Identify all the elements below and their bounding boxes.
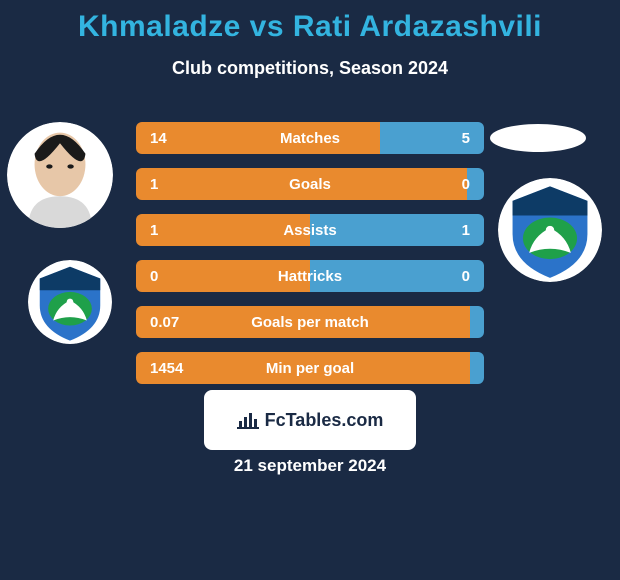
watermark: FcTables.com (204, 390, 416, 450)
player-left-avatar (7, 122, 113, 228)
subtitle: Club competitions, Season 2024 (0, 58, 620, 79)
stat-left-value: 1 (136, 214, 310, 246)
stat-row: 0.07Goals per match (136, 306, 484, 338)
stat-left-value: 1454 (136, 352, 470, 384)
comparison-card: Khmaladze vs Rati Ardazashvili Club comp… (0, 0, 620, 580)
date: 21 september 2024 (0, 456, 620, 476)
stat-right-value: 0 (467, 168, 484, 200)
stat-row: 1454Min per goal (136, 352, 484, 384)
watermark-text: FcTables.com (265, 410, 384, 431)
stat-right-value: 1 (310, 214, 484, 246)
chart-icon (237, 411, 259, 429)
stat-row: 00Hattricks (136, 260, 484, 292)
opponent-ellipse (490, 124, 586, 152)
stat-row: 145Matches (136, 122, 484, 154)
crest-left (28, 260, 112, 344)
stat-left-value: 1 (136, 168, 467, 200)
crest-right (498, 178, 602, 282)
stat-left-value: 0 (136, 260, 310, 292)
stat-row: 11Assists (136, 214, 484, 246)
stat-left-value: 14 (136, 122, 380, 154)
stat-right-value: 5 (380, 122, 484, 154)
stat-right-value: 0 (310, 260, 484, 292)
title: Khmaladze vs Rati Ardazashvili (0, 0, 620, 44)
stat-right-value (470, 306, 484, 338)
stat-right-value (470, 352, 484, 384)
stat-left-value: 0.07 (136, 306, 470, 338)
stat-row: 10Goals (136, 168, 484, 200)
stats-bars: 145Matches 10Goals 11Assists 00Hattricks 0.0… (136, 122, 484, 398)
